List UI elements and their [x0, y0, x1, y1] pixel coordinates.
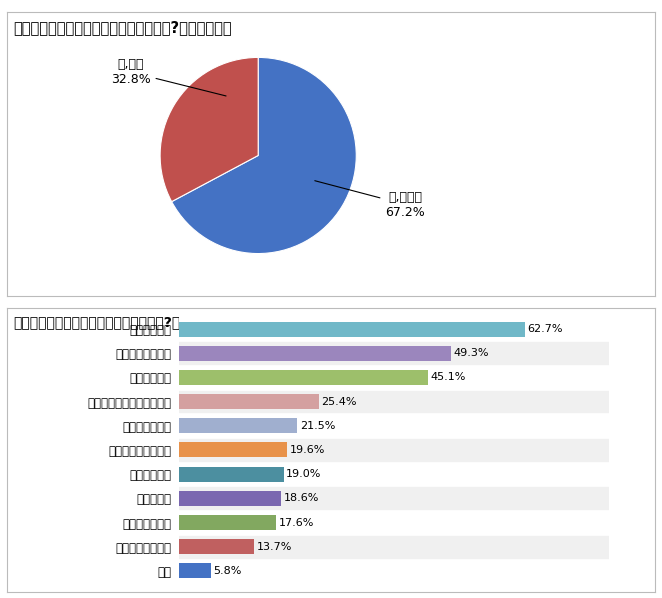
Bar	[179, 491, 281, 506]
Text: 18.6%: 18.6%	[284, 493, 320, 504]
Bar	[179, 466, 283, 481]
Text: 25.4%: 25.4%	[322, 396, 357, 407]
Text: 62.7%: 62.7%	[528, 324, 563, 334]
Bar	[179, 536, 609, 558]
Bar	[179, 370, 428, 385]
Bar	[179, 394, 319, 409]
Bar	[179, 539, 254, 554]
Bar	[179, 487, 609, 509]
Text: 5.8%: 5.8%	[213, 566, 242, 576]
Text: 19.0%: 19.0%	[287, 469, 322, 479]
Bar	[179, 563, 211, 578]
Bar	[179, 515, 276, 530]
Text: 49.3%: 49.3%	[453, 348, 489, 358]
Text: 13.7%: 13.7%	[257, 542, 293, 552]
Text: 否,不曾
32.8%: 否,不曾 32.8%	[111, 58, 226, 96]
Bar	[179, 443, 287, 457]
Text: 21.5%: 21.5%	[300, 421, 336, 431]
Bar	[179, 346, 451, 361]
Text: 17.6%: 17.6%	[279, 518, 314, 527]
Wedge shape	[171, 57, 356, 254]
Text: 是,被刁難
67.2%: 是,被刁難 67.2%	[315, 181, 425, 218]
Bar	[179, 342, 609, 364]
Text: 19.6%: 19.6%	[290, 445, 325, 455]
Text: 您是否曾經因為請假而被主管質疑或刁難?【單選跳答】: 您是否曾經因為請假而被主管質疑或刁難?【單選跳答】	[13, 20, 232, 35]
Text: 45.1%: 45.1%	[430, 373, 465, 382]
Wedge shape	[160, 57, 258, 202]
Bar	[179, 439, 609, 461]
Bar	[179, 390, 609, 413]
Bar	[179, 322, 525, 337]
Text: 承上題，您認為被質疑或刁難的原因為何?【複選3項以上】: 承上題，您認為被質疑或刁難的原因為何?【複選3項以上】	[13, 315, 240, 329]
Bar	[179, 419, 297, 434]
